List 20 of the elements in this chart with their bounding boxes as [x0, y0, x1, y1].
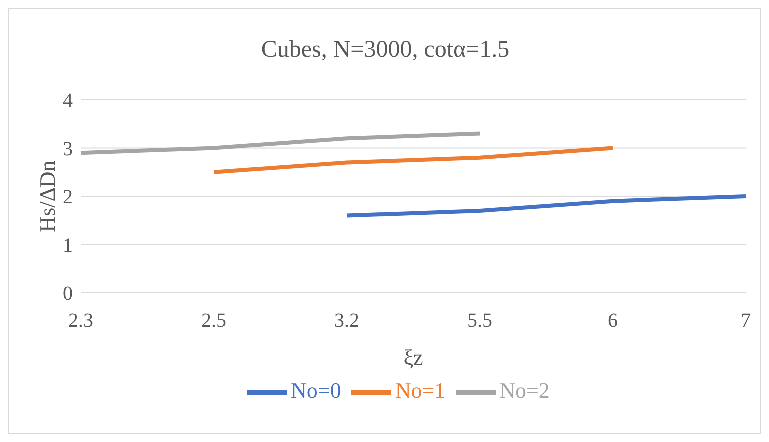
y-tick-label: 1: [63, 234, 73, 257]
line-series: [345, 194, 748, 218]
x-tick-label: 6: [608, 310, 618, 332]
x-tick-label: 3.2: [334, 310, 360, 332]
y-axis-title: Hs/ΔDn: [34, 160, 60, 232]
y-tick-label: 0: [63, 283, 73, 306]
x-tick-label: 5.5: [468, 310, 492, 332]
legend-label: No=1: [395, 378, 446, 404]
x-tick-label: 2.5: [202, 310, 226, 332]
line-series: [79, 132, 482, 156]
y-tick-label: 4: [63, 90, 73, 112]
y-tick-label: 3: [63, 138, 73, 160]
legend-label: No=2: [500, 378, 550, 404]
x-tick-label: 2.3: [68, 310, 94, 332]
x-tick-label: 7: [741, 310, 751, 332]
line-series: [212, 146, 615, 174]
x-axis-title: ξz: [404, 345, 424, 370]
y-tick-label: 2: [63, 186, 73, 209]
legend-label: No=0: [291, 378, 342, 404]
chart-title: Cubes, N=3000, cotα=1.5: [260, 37, 511, 64]
